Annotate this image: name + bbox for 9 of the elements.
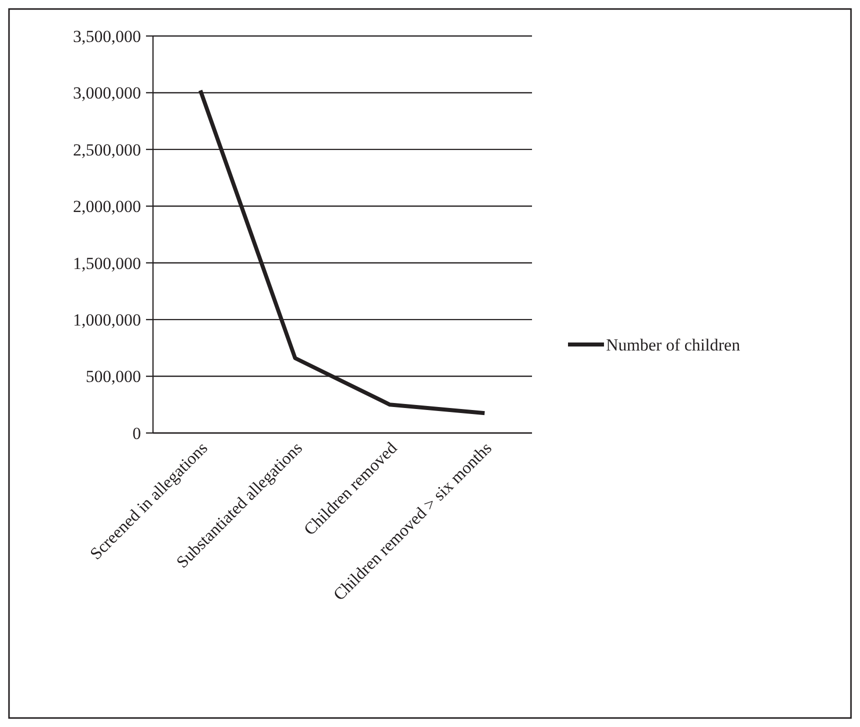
legend-label: Number of children [606,335,741,354]
y-tick-label: 1,500,000 [73,254,141,273]
y-tick-label: 3,500,000 [73,26,141,46]
y-tick-label: 2,000,000 [73,197,141,216]
y-tick-label: 3,000,000 [73,84,141,103]
y-tick-label: 500,000 [86,367,141,386]
y-tick-label: 0 [132,424,141,443]
y-tick-label: 1,000,000 [73,310,141,330]
y-tick-label: 2,500,000 [73,140,141,160]
